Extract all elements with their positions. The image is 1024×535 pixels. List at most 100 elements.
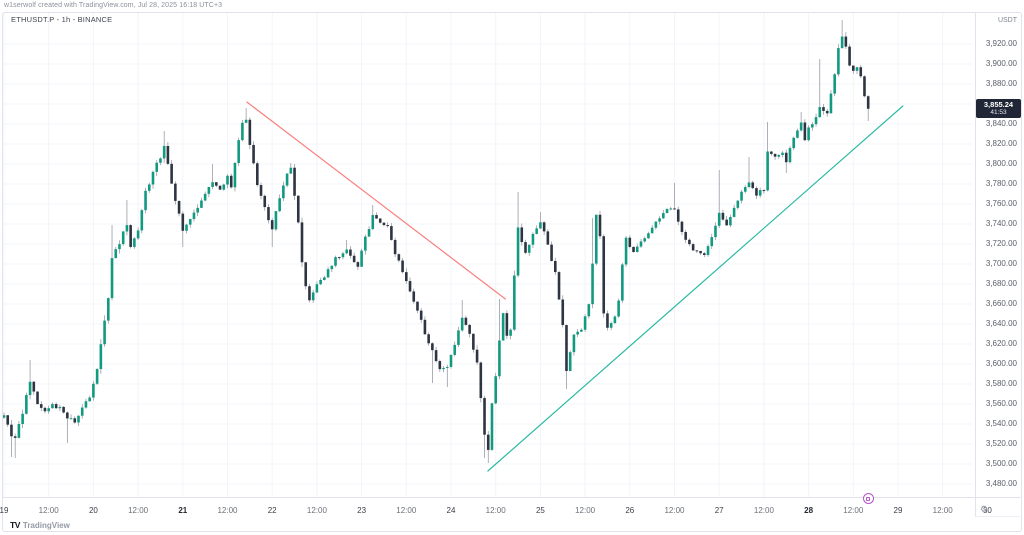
candle [423,319,427,335]
candle [133,238,136,247]
candle [721,212,725,220]
candle [617,300,620,317]
candle [248,119,252,145]
candle [285,173,289,186]
candle [472,333,475,350]
candle [647,233,650,239]
candle [505,313,509,336]
candle [840,36,844,49]
trendline-ascending-support[interactable] [487,105,904,472]
candle [121,231,125,245]
candle [39,404,43,408]
candle [259,185,263,196]
candle [803,122,807,141]
candle [710,237,714,247]
candle [673,208,676,210]
candle [859,67,863,77]
candle [576,331,579,335]
price-tick-label: 3,900.00 [985,59,1017,68]
candle [736,200,740,208]
candle [762,190,766,192]
candle [814,117,818,125]
candle [606,313,609,328]
candle [490,403,494,450]
candle [434,350,438,362]
time-tick-label: 12:00 [753,506,774,515]
candle [729,216,732,226]
candle [237,140,240,163]
candle [561,299,565,326]
candle [699,250,702,254]
candle [386,225,389,227]
candle [792,137,795,149]
candle [691,244,695,251]
candle [498,340,501,377]
tradingview-logo-mark-icon: TV [10,520,20,530]
price-tick-label: 3,820.00 [985,139,1017,148]
candle [419,310,423,320]
axis-settings-gear-icon[interactable]: ⚙ [980,504,989,514]
candle [751,182,755,189]
candle [267,207,270,221]
candle [174,183,177,201]
candle [773,153,777,157]
price-tick-label: 3,620.00 [985,339,1017,348]
axis-separators [2,12,1021,517]
candle [114,249,118,259]
candle [356,262,360,267]
candle [725,219,728,226]
candle [766,151,769,191]
event-marker-icon[interactable] [862,493,874,504]
candle [475,349,479,363]
candle [162,145,166,159]
candle [650,227,654,234]
candle [311,292,315,301]
candle [92,383,95,398]
candle [36,391,39,405]
candle [781,152,784,155]
candle [513,275,516,330]
candle [844,36,848,47]
price-tick-label: 3,640.00 [985,319,1017,328]
candle [334,257,337,266]
candle [807,127,810,141]
candle [278,198,281,212]
candle [855,67,859,71]
candle [393,239,397,255]
candle [594,214,598,264]
snapshot-attribution: w1serwolf created with TradingView.com, … [4,2,223,9]
candle [300,222,304,263]
candle [408,281,412,292]
candle [32,381,36,392]
time-tick-label: 21 [178,506,188,515]
candle [639,241,643,247]
candles [2,20,870,463]
price-tick-label: 3,700.00 [985,259,1017,268]
candle [609,323,613,328]
tradingview-logo[interactable]: TV TradingView [10,520,70,530]
time-tick-label: 12:00 [485,506,506,515]
price-tick-label: 3,560.00 [985,399,1017,408]
candle [669,208,673,210]
candle [568,352,572,371]
candle [866,96,870,109]
price-tick-label: 3,580.00 [985,379,1017,388]
candle [349,249,352,256]
candle [453,344,457,355]
candle [460,317,464,331]
candle [21,413,24,425]
candle [218,185,222,190]
candle [457,330,460,345]
candle [382,222,386,226]
tradingview-logo-text: TradingView [22,520,70,530]
candle [405,272,408,282]
candle [796,130,799,138]
trendline-descending-resistance[interactable] [246,101,506,300]
price-tick-label: 3,680.00 [985,279,1017,288]
candle [159,158,162,163]
symbol-title: ETHUSDT.P - 1h - BINANCE [11,15,113,24]
time-tick-label: 12:00 [38,506,59,515]
candle [520,227,524,243]
